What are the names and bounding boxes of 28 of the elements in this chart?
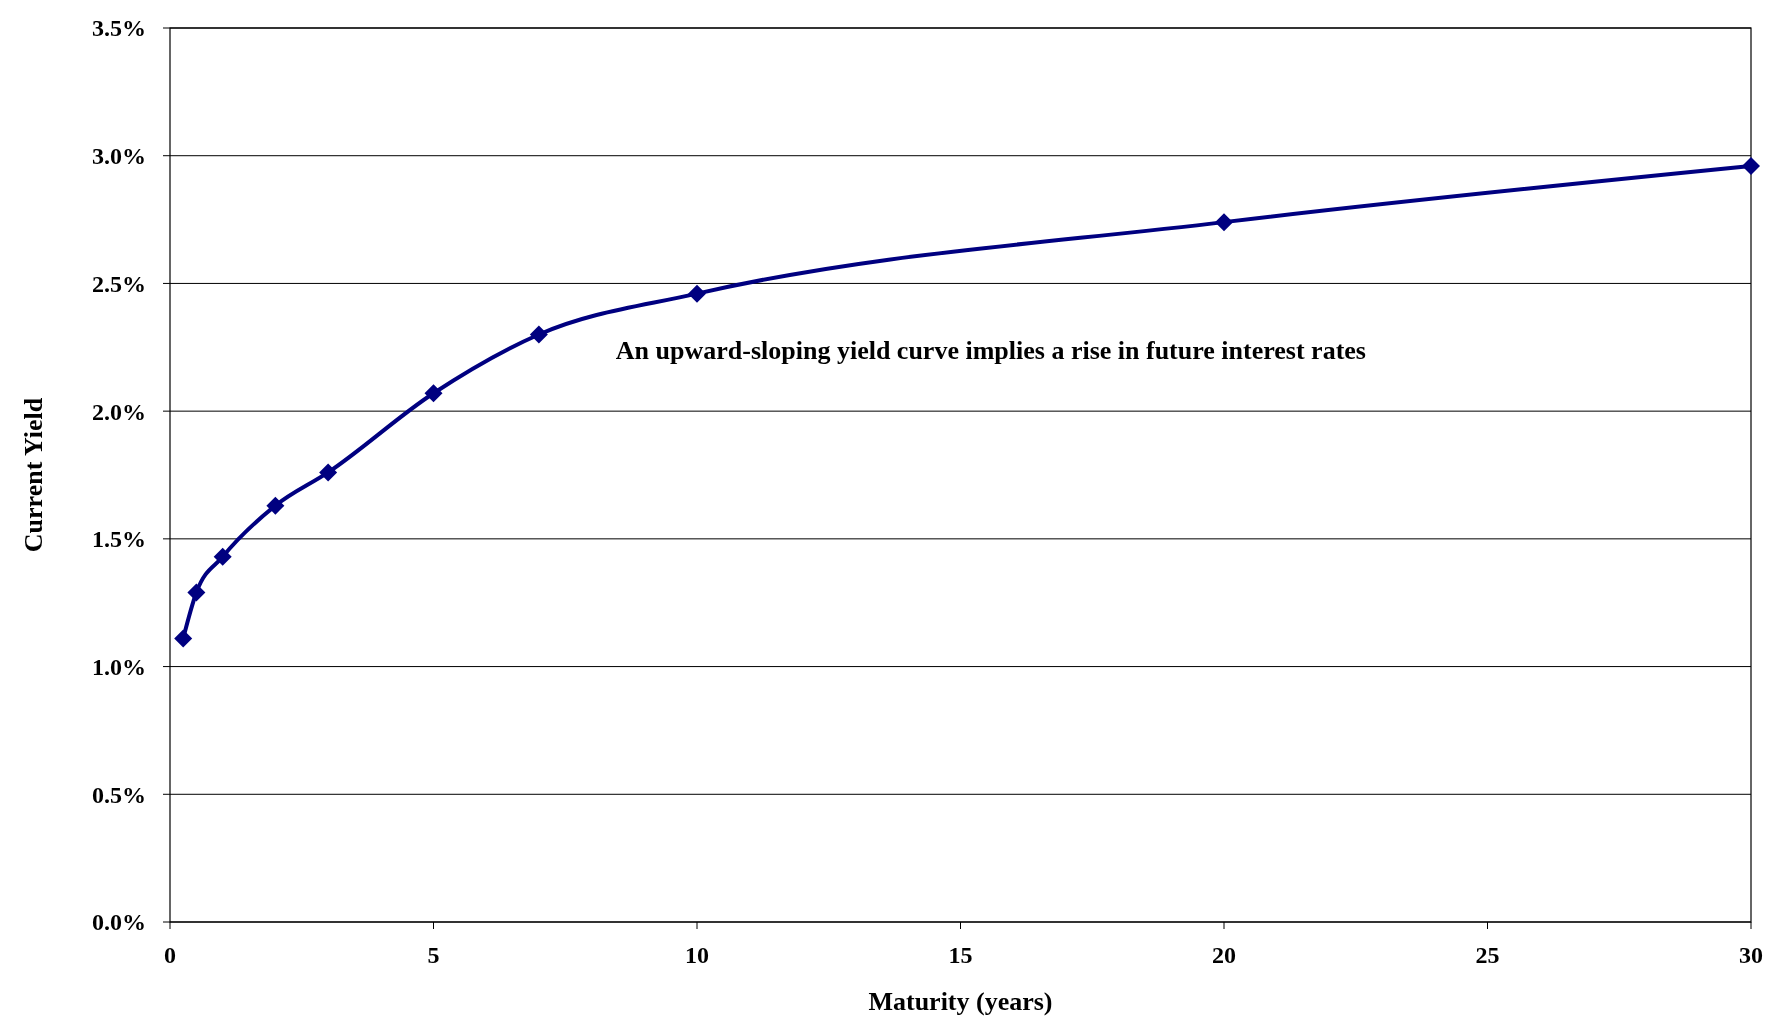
x-tick-label: 30 <box>1739 942 1763 968</box>
x-tick-label: 10 <box>685 942 709 968</box>
y-tick-label: 3.5% <box>92 15 146 42</box>
x-axis-title: Maturity (years) <box>868 987 1053 1016</box>
point <box>319 463 338 482</box>
y-tick-label: 0.0% <box>92 909 146 936</box>
y-tick-label: 1.0% <box>92 653 146 680</box>
point <box>424 384 443 403</box>
y-tick-label: 0.5% <box>92 781 146 808</box>
x-tick-label: 15 <box>948 942 973 968</box>
x-tick-label: 20 <box>1212 942 1236 968</box>
y-tick-label: 2.5% <box>92 270 146 297</box>
y-tick-label: 2.0% <box>92 398 146 425</box>
y-axis-title: Current Yield <box>19 397 48 553</box>
x-tick-label: 25 <box>1475 942 1500 968</box>
x-tick-label: 0 <box>164 942 176 968</box>
y-tick-label: 3.0% <box>92 143 146 170</box>
point <box>266 496 285 515</box>
point <box>529 325 548 344</box>
point <box>1215 213 1233 232</box>
annotation: An upward-sloping yield curve implies a rise in future interest rates <box>615 335 1366 365</box>
point <box>187 583 206 602</box>
point <box>213 547 232 566</box>
point <box>174 629 193 648</box>
x-tick-label: 5 <box>427 942 440 968</box>
point <box>1742 156 1760 175</box>
point <box>688 284 706 303</box>
y-tick-label: 1.5% <box>92 526 146 553</box>
